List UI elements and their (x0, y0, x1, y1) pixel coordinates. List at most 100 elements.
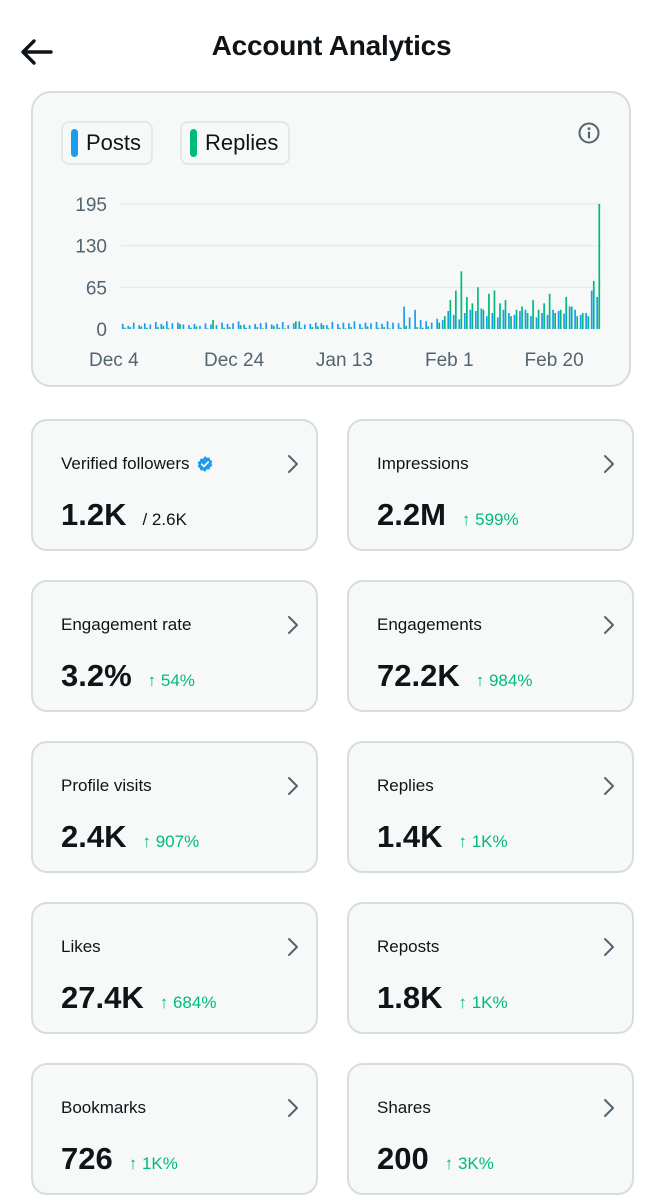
posts-bar (436, 318, 439, 329)
stat-card-profile-visits[interactable]: Profile visits 2.4K ↑ 907% (31, 741, 318, 873)
legend-label-replies: Replies (205, 130, 279, 155)
stat-value: 2.4K (61, 819, 127, 854)
replies-bar (526, 312, 529, 329)
posts-bar (452, 314, 455, 329)
stat-value-row: 1.4K ↑ 1K% (377, 819, 508, 855)
y-tick-label: 65 (86, 278, 107, 299)
stat-value: 1.2K (61, 497, 127, 532)
posts-bar (221, 322, 223, 329)
stat-value: 726 (61, 1141, 113, 1176)
chevron-right-icon (604, 1099, 614, 1117)
replies-bar (543, 303, 545, 329)
replies-bar (427, 326, 430, 329)
stat-label-text: Shares (377, 1098, 431, 1117)
replies-bar (449, 300, 452, 329)
stat-card-shares[interactable]: Shares 200 ↑ 3K% (347, 1063, 634, 1195)
replies-bar (521, 306, 523, 329)
replies-bar (405, 325, 408, 329)
stat-card-likes[interactable]: Likes 27.4K ↑ 684% (31, 902, 318, 1034)
posts-bar (121, 323, 124, 329)
posts-bar (403, 306, 405, 329)
posts-bar (276, 323, 279, 329)
y-tick-label: 130 (75, 237, 107, 258)
legend-chip-replies[interactable]: Replies (180, 121, 291, 165)
replies-bar (570, 306, 573, 329)
posts-bar (513, 314, 516, 329)
stat-value: 2.2M (377, 497, 446, 532)
stat-label-text: Bookmarks (61, 1098, 147, 1117)
posts-bar (568, 306, 571, 329)
chevron-right-icon (604, 455, 614, 473)
stat-card-engagements[interactable]: Engagements 72.2K ↑ 984% (347, 580, 634, 712)
stat-card-engagement-rate[interactable]: Engagement rate 3.2% ↑ 54% (31, 580, 318, 712)
replies-bar (228, 327, 231, 329)
arrow-left-icon (21, 39, 53, 65)
posts-bar (281, 321, 284, 329)
posts-bar (138, 325, 141, 329)
replies-bar (399, 327, 402, 329)
replies-bar (471, 303, 474, 329)
replies-bar (466, 296, 468, 329)
stat-value: 72.2K (377, 658, 460, 693)
posts-bar (392, 322, 394, 329)
stat-label-text: Engagement rate (61, 615, 192, 634)
stat-card-reposts[interactable]: Reposts 1.8K ↑ 1K% (347, 902, 634, 1034)
posts-bar (524, 309, 527, 329)
posts-swatch (71, 129, 78, 157)
stat-label: Likes (61, 937, 101, 957)
replies-bar (339, 327, 341, 329)
replies-bar (499, 303, 501, 329)
posts-bar (430, 322, 433, 329)
info-icon[interactable] (577, 121, 601, 145)
replies-bar (245, 327, 248, 329)
replies-bar (256, 327, 259, 329)
posts-bar (303, 324, 306, 329)
posts-bar (546, 314, 549, 329)
stat-card-bookmarks[interactable]: Bookmarks 726 ↑ 1K% (31, 1063, 318, 1195)
stat-label: Reposts (377, 937, 439, 957)
stat-value: 27.4K (61, 980, 144, 1015)
replies-bar (162, 325, 165, 329)
posts-bar (381, 323, 383, 329)
activity-chart: 0 65 130 195 Dec 4 Dec 24 Jan 13 Feb 1 Feb 20 (75, 195, 601, 371)
posts-bar (463, 312, 466, 329)
legend-chip-posts[interactable]: Posts (61, 121, 154, 165)
replies-bar (239, 325, 242, 329)
posts-bar (309, 323, 312, 329)
posts-bar (326, 325, 328, 329)
posts-bar (265, 322, 268, 329)
replies-bar (278, 327, 281, 329)
posts-bar (149, 324, 152, 329)
stat-value-row: 3.2% ↑ 54% (61, 658, 195, 694)
posts-bar (596, 296, 599, 329)
posts-bar (171, 323, 174, 329)
stat-card-verified-followers[interactable]: Verified followers 1.2K / 2.6K (31, 419, 318, 551)
replies-bar (322, 325, 325, 329)
x-tick-label: Feb 20 (525, 350, 584, 371)
replies-bar (123, 327, 126, 329)
replies-bar (443, 316, 446, 329)
chevron-right-icon (288, 1099, 298, 1117)
stat-value-row: 1.8K ↑ 1K% (377, 980, 508, 1016)
replies-bar (261, 328, 264, 330)
posts-bar (441, 320, 444, 329)
stat-change: ↑ 54% (147, 671, 195, 690)
posts-bar (480, 308, 483, 329)
stat-card-replies[interactable]: Replies 1.4K ↑ 1K% (347, 741, 634, 873)
stat-change: ↑ 1K% (128, 1154, 178, 1173)
replies-bar (344, 328, 347, 330)
legend-label-posts: Posts (86, 130, 142, 155)
stat-value-row: 27.4K ↑ 684% (61, 980, 216, 1016)
posts-bar (193, 323, 196, 329)
x-tick-label: Jan 13 (316, 350, 373, 371)
back-button[interactable] (14, 30, 58, 74)
replies-bar (592, 280, 595, 329)
stat-card-impressions[interactable]: Impressions 2.2M ↑ 599% (347, 419, 634, 551)
stat-label-text: Impressions (377, 454, 469, 473)
posts-bar (188, 325, 190, 329)
posts-bar (590, 290, 593, 329)
posts-bar (552, 309, 554, 329)
replies-bar (361, 327, 363, 329)
replies-bar (438, 322, 441, 329)
posts-bar (254, 323, 256, 329)
